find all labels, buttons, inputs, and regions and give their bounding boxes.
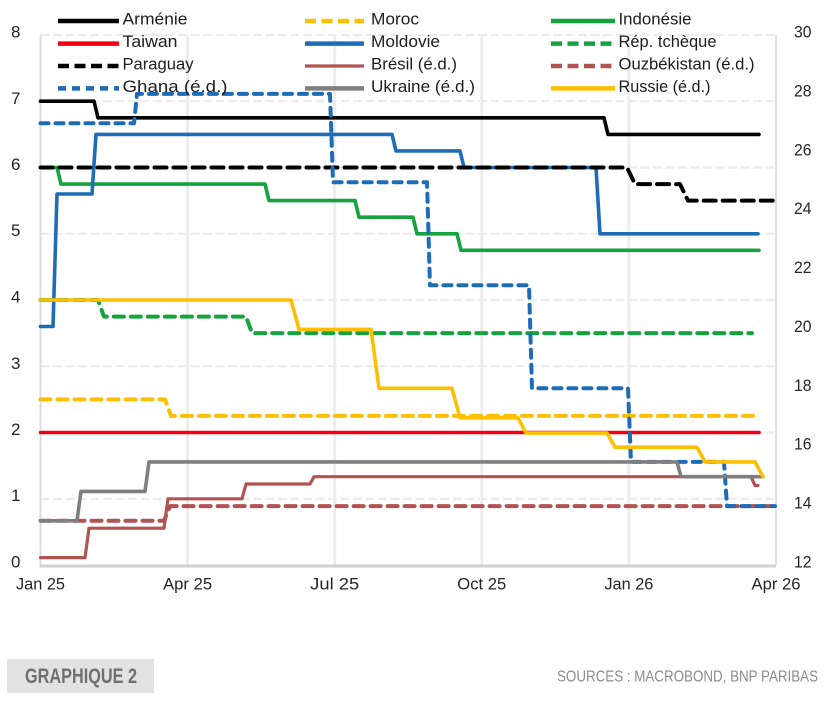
svg-text:Rép. tchèque: Rép. tchèque — [619, 33, 717, 51]
svg-text:Apr 25: Apr 25 — [163, 575, 212, 594]
svg-text:Jan 25: Jan 25 — [16, 575, 65, 594]
svg-text:20: 20 — [794, 317, 812, 336]
svg-text:12: 12 — [794, 553, 812, 572]
svg-text:0: 0 — [11, 553, 20, 572]
svg-text:Indonésie: Indonésie — [619, 11, 692, 29]
svg-text:Jan 26: Jan 26 — [604, 575, 653, 594]
svg-text:Ouzbékistan (é.d.): Ouzbékistan (é.d.) — [619, 56, 755, 74]
svg-text:Apr 26: Apr 26 — [752, 575, 801, 594]
svg-text:7: 7 — [11, 89, 20, 108]
svg-text:Paraguay: Paraguay — [123, 56, 195, 74]
svg-text:Moroc: Moroc — [371, 11, 419, 29]
svg-text:26: 26 — [794, 140, 812, 159]
svg-text:8: 8 — [11, 23, 20, 42]
svg-text:1: 1 — [11, 486, 20, 505]
svg-text:Arménie: Arménie — [123, 11, 188, 29]
svg-text:14: 14 — [794, 494, 812, 513]
svg-text:Russie (é.d.): Russie (é.d.) — [619, 78, 711, 96]
svg-text:4: 4 — [11, 288, 20, 307]
svg-text:22: 22 — [794, 258, 812, 277]
svg-text:GRAPHIQUE 2: GRAPHIQUE 2 — [25, 664, 137, 688]
svg-text:Moldovie: Moldovie — [371, 33, 440, 51]
svg-text:Oct 25: Oct 25 — [457, 575, 506, 594]
svg-text:6: 6 — [11, 155, 20, 174]
svg-text:Ghana (é.d.): Ghana (é.d.) — [123, 78, 228, 96]
svg-text:Ukraine (é.d.): Ukraine (é.d.) — [371, 78, 475, 96]
svg-text:24: 24 — [794, 199, 812, 218]
svg-text:30: 30 — [794, 23, 812, 42]
svg-text:3: 3 — [11, 354, 20, 373]
svg-text:SOURCES : MACROBOND, BNP PARIB: SOURCES : MACROBOND, BNP PARIBAS — [557, 669, 818, 686]
svg-text:Jul 25: Jul 25 — [310, 575, 359, 594]
svg-text:5: 5 — [11, 221, 20, 240]
svg-text:2: 2 — [11, 420, 20, 439]
svg-text:Brésil (é.d.): Brésil (é.d.) — [371, 56, 457, 74]
svg-text:16: 16 — [794, 435, 812, 454]
svg-text:Taiwan: Taiwan — [123, 33, 178, 51]
svg-text:28: 28 — [794, 81, 812, 100]
svg-text:18: 18 — [794, 376, 812, 395]
